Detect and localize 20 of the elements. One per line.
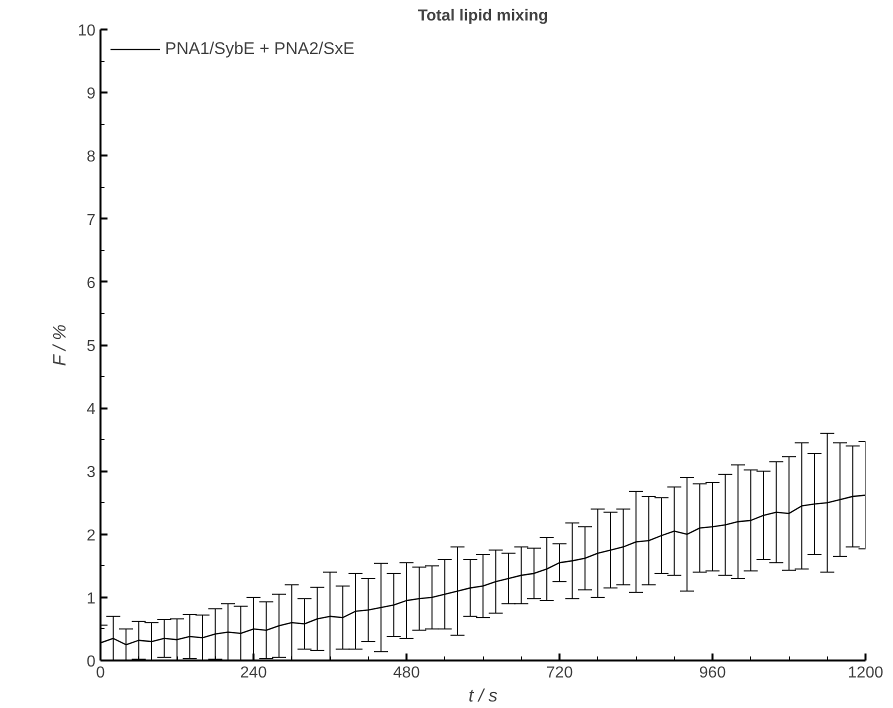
x-axis-title: t / s [468,686,498,706]
x-tick-label: 480 [393,664,420,682]
x-tick-label: 720 [546,664,573,682]
x-tick-label: 960 [699,664,726,682]
y-tick-label: 7 [86,212,96,229]
y-axis-title: F / % [50,324,70,366]
legend-label: PNA1/SybE + PNA2/SxE [165,39,354,59]
y-tick-label: 6 [86,274,96,292]
y-tick-label: 4 [86,401,96,418]
x-tick-label: 240 [240,664,267,682]
y-tick-label: 10 [78,22,96,40]
y-tick-label: 3 [86,464,96,482]
x-tick-label: 1200 [848,664,884,682]
y-tick-label: 1 [86,590,96,608]
y-tick-label: 2 [86,527,96,544]
y-tick-label: 5 [86,338,96,355]
chart-title: Total lipid mixing [418,8,548,24]
y-tick-label: 9 [86,86,96,103]
y-tick-label: 0 [86,654,96,670]
y-tick-label: 8 [86,148,96,166]
